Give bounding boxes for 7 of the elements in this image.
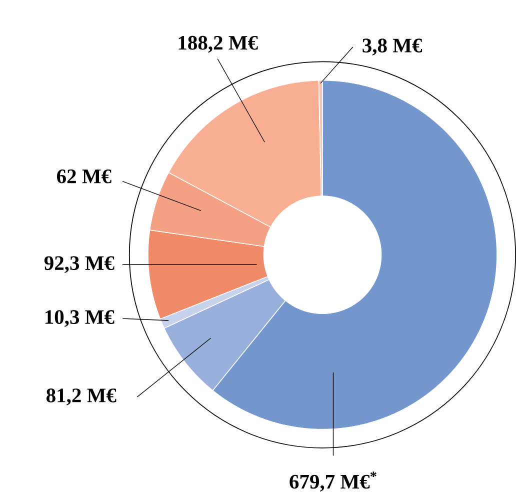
- data-label: 92,3 M€: [44, 256, 114, 274]
- data-label: 62 M€: [57, 170, 112, 184]
- data-label: 188,2 M€: [178, 36, 258, 53]
- data-label: 679,7 M€$^{*}$: [290, 472, 376, 492]
- data-label: 10,3 M€: [46, 310, 114, 327]
- data-label: 81,2 M€: [46, 388, 116, 406]
- data-label: 3,8 M€: [362, 38, 422, 56]
